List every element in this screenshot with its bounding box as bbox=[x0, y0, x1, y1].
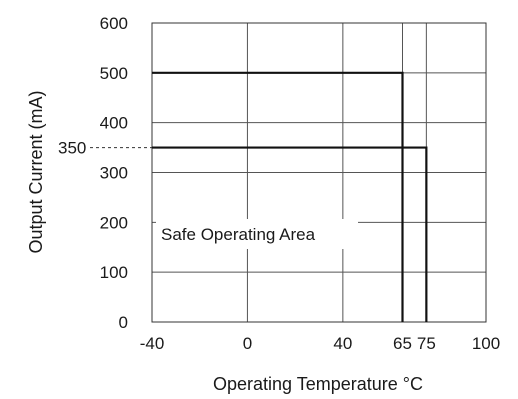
y-tick-labels: 0 100 200 300 400 500 600 bbox=[100, 14, 128, 332]
series-group bbox=[152, 71, 428, 322]
y-tick-label: 600 bbox=[100, 14, 128, 33]
plot-frame bbox=[151, 22, 487, 323]
x-axis-title: Operating Temperature °C bbox=[213, 374, 423, 394]
annotation-background bbox=[156, 219, 358, 249]
reference-line-group: 350 bbox=[58, 139, 152, 158]
y-axis-title: Output Current (mA) bbox=[26, 90, 46, 253]
y-tick-label: 500 bbox=[100, 64, 128, 83]
x-tick-label: 100 bbox=[472, 334, 500, 353]
safe-operating-area-label: Safe Operating Area bbox=[161, 225, 316, 244]
grid-lines bbox=[152, 23, 486, 322]
x-tick-label: -40 bbox=[140, 334, 165, 353]
series-line-350ma bbox=[152, 146, 428, 322]
x-tick-label: 0 bbox=[243, 334, 252, 353]
reference-label: 350 bbox=[58, 139, 86, 158]
x-tick-labels: -40 0 40 65 75 100 bbox=[140, 334, 500, 353]
y-tick-label: 0 bbox=[119, 313, 128, 332]
y-tick-label: 400 bbox=[100, 114, 128, 133]
plot-border bbox=[151, 22, 487, 323]
series-line-500ma bbox=[152, 71, 404, 322]
y-tick-label: 200 bbox=[100, 213, 128, 232]
x-tick-label: 65 bbox=[393, 334, 412, 353]
x-tick-label: 75 bbox=[417, 334, 436, 353]
y-tick-label: 100 bbox=[100, 263, 128, 282]
y-tick-label: 300 bbox=[100, 164, 128, 183]
x-tick-label: 40 bbox=[333, 334, 352, 353]
